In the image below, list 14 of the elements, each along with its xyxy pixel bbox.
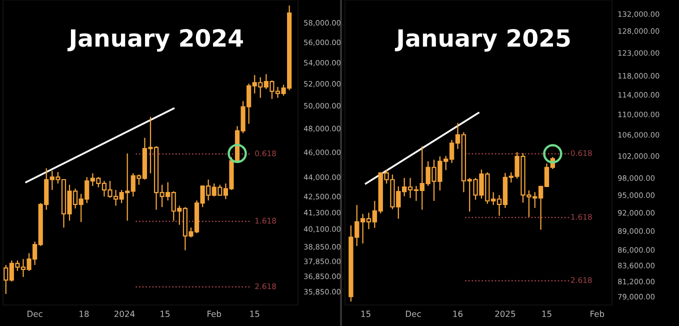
x-tick-label: Feb: [208, 310, 222, 318]
x-tick-label: Dec: [406, 310, 421, 318]
x-tick-label: 15: [361, 310, 370, 318]
x-tick-label: 18: [80, 310, 89, 318]
x-tick-label: 16: [453, 310, 463, 318]
x-tick-label: 15: [160, 310, 170, 318]
x-tick-label: 15: [250, 310, 260, 318]
x-tick-label: 2024: [114, 310, 135, 318]
x-tick-label: 15: [542, 310, 552, 318]
x-tick-label: 2025: [495, 310, 516, 318]
text: January 2024: [67, 29, 243, 52]
x-tick-label: Dec: [28, 310, 42, 318]
text: January 2025: [394, 29, 570, 52]
x-tick-label: Feb: [590, 310, 604, 318]
